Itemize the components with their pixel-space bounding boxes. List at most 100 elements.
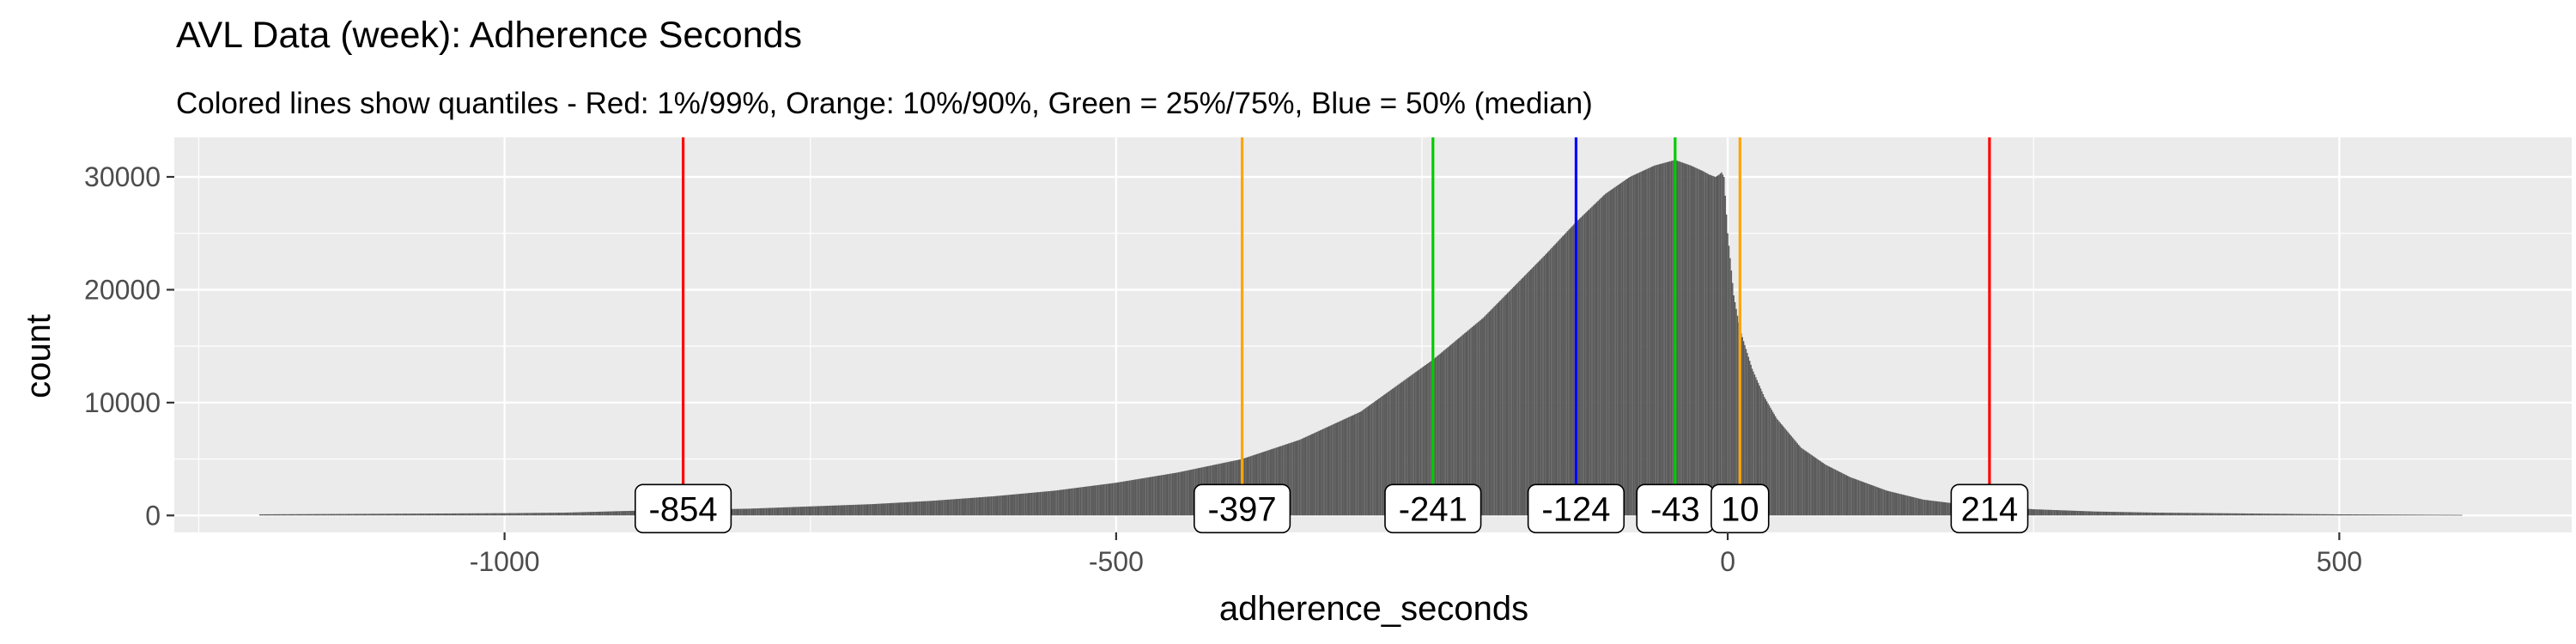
histogram-bar xyxy=(442,513,445,516)
histogram-bar xyxy=(1347,416,1350,516)
histogram-bar xyxy=(1725,214,1728,516)
histogram-bar xyxy=(2297,513,2299,516)
histogram-bar xyxy=(1488,312,1491,516)
histogram-bar xyxy=(2070,510,2073,516)
histogram-bar xyxy=(2194,513,2196,516)
histogram-bar xyxy=(1033,492,1036,516)
histogram-bar xyxy=(2027,508,2030,516)
histogram-bar xyxy=(404,513,406,516)
histogram-bar xyxy=(2412,514,2414,516)
histogram-bar xyxy=(1791,437,1794,516)
histogram-bar xyxy=(295,513,298,516)
histogram-bar xyxy=(1134,479,1137,516)
histogram-bar xyxy=(954,499,956,516)
histogram-bar xyxy=(1928,500,1929,516)
histogram-bar xyxy=(2286,513,2287,516)
histogram-bar xyxy=(297,513,299,516)
histogram-bar xyxy=(1602,196,1604,516)
histogram-bar xyxy=(2231,513,2233,516)
histogram-bar xyxy=(2223,513,2226,516)
histogram-bar xyxy=(422,513,425,516)
histogram-bar xyxy=(1036,492,1037,516)
histogram-bar xyxy=(951,499,953,516)
histogram-bar xyxy=(1364,408,1367,516)
histogram-bar xyxy=(2381,514,2383,516)
histogram-bar xyxy=(992,496,993,516)
histogram-bar xyxy=(2452,514,2454,516)
histogram-bar xyxy=(850,505,852,516)
histogram-bar xyxy=(2248,513,2250,516)
histogram-bar xyxy=(1016,494,1018,516)
histogram-bar xyxy=(2367,514,2370,516)
histogram-bar xyxy=(785,507,787,516)
histogram-bar xyxy=(1842,473,1844,516)
histogram-bar xyxy=(2217,513,2220,516)
histogram-bar xyxy=(945,500,947,516)
histogram-bar xyxy=(1821,462,1823,516)
histogram-bar xyxy=(2373,514,2376,516)
histogram-bar xyxy=(1826,465,1828,516)
histogram-bar xyxy=(2354,514,2356,516)
histogram-bar xyxy=(1073,488,1076,516)
histogram-bar xyxy=(1511,288,1514,516)
histogram-bar xyxy=(2331,513,2333,516)
histogram-bar xyxy=(1362,410,1364,516)
histogram-bar xyxy=(1394,386,1396,516)
quantile-label-text: 214 xyxy=(1961,491,2019,529)
histogram-bar xyxy=(2085,511,2087,516)
x-tick-label: -500 xyxy=(1089,546,1144,577)
histogram-bar xyxy=(2306,513,2309,516)
histogram-bar xyxy=(1722,174,1724,516)
histogram-bar xyxy=(1653,165,1656,516)
histogram-bar xyxy=(1085,486,1088,516)
histogram-bar xyxy=(1370,404,1373,516)
histogram-bar xyxy=(1320,430,1321,516)
histogram-bar xyxy=(1318,430,1321,516)
histogram-bar xyxy=(293,513,295,516)
histogram-bar xyxy=(880,503,883,516)
histogram-bar xyxy=(1422,367,1425,516)
histogram-bar xyxy=(2041,509,2043,516)
histogram-bar xyxy=(356,513,359,516)
histogram-bar xyxy=(303,513,305,516)
histogram-bar xyxy=(866,504,869,516)
histogram-bar xyxy=(770,507,772,516)
histogram-bar xyxy=(769,507,771,516)
histogram-bar xyxy=(325,513,327,516)
histogram-bar xyxy=(1943,501,1945,516)
histogram-bar xyxy=(2369,514,2371,516)
histogram-bar xyxy=(2032,509,2034,516)
histogram-bar xyxy=(365,513,368,516)
histogram-bar xyxy=(623,511,625,516)
histogram-bar xyxy=(1332,424,1334,516)
histogram-bar xyxy=(977,497,979,516)
histogram-bar xyxy=(1781,424,1783,516)
histogram-bar xyxy=(633,510,635,516)
histogram-bar xyxy=(2174,513,2177,516)
histogram-bar xyxy=(1513,287,1515,516)
histogram-bar xyxy=(1526,273,1528,516)
histogram-bar xyxy=(1868,484,1871,516)
histogram-bar xyxy=(375,513,377,516)
histogram-bar xyxy=(557,513,559,516)
histogram-bar xyxy=(2376,514,2379,516)
histogram-bar xyxy=(2072,510,2074,516)
histogram-bar xyxy=(1770,407,1771,516)
quantile-label-box xyxy=(1950,483,2029,534)
histogram-bar xyxy=(408,513,410,516)
histogram-bar xyxy=(1384,393,1386,516)
histogram-bar xyxy=(2136,512,2139,516)
histogram-bar xyxy=(1736,315,1739,516)
histogram-bar xyxy=(510,513,512,516)
histogram-bar xyxy=(996,495,999,516)
histogram-bar xyxy=(1272,448,1273,516)
histogram-bar xyxy=(899,502,901,516)
histogram-bar xyxy=(456,513,458,516)
histogram-bar xyxy=(1445,348,1448,516)
histogram-bar xyxy=(286,513,288,516)
histogram-bar xyxy=(1487,313,1489,516)
histogram-bar xyxy=(2257,513,2260,516)
histogram-bar xyxy=(1598,199,1601,516)
histogram-bar xyxy=(932,501,933,516)
histogram-bar xyxy=(1038,492,1040,516)
